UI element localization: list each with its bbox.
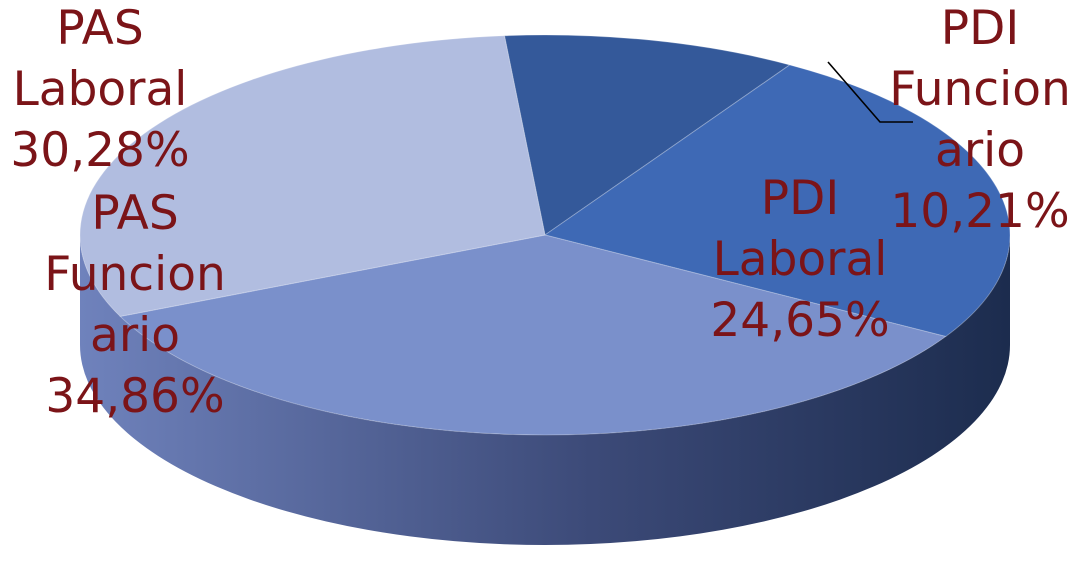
pie-slice-pdi-laboral [543,64,1011,338]
slice-label-pdi-laboral: PDI Laboral 24,65% [710,171,890,349]
slice-label-pas-laboral: PAS Laboral 30,28% [10,1,190,179]
slice-label-pdi-funcionario: PDI Funcion ario 10,21% [889,1,1071,240]
slice-label-pas-funcionario: PAS Funcion ario 34,86% [44,186,226,425]
pie-side-wall [80,235,1010,545]
pie-slice-pas-laboral [79,35,546,317]
pie-slice-pdi-funcion [503,34,791,236]
leader-line [827,61,913,123]
pie-slice-pas-funcion [119,234,947,436]
